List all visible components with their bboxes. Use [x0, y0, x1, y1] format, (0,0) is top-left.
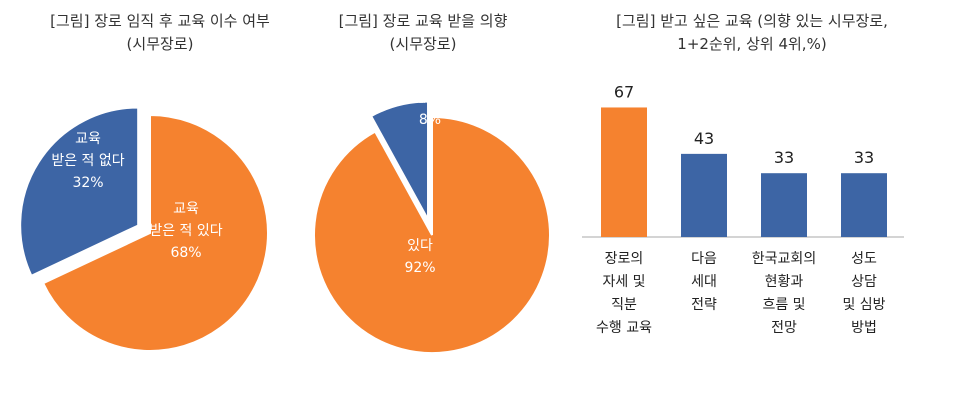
bar-3-category-label-1: 상담 [851, 274, 877, 290]
bar-2-category-label-2: 흐름 및 [762, 297, 805, 313]
pie1-slice-1 [19, 106, 140, 278]
bar-0-category-label-3: 수행 교육 [596, 320, 652, 336]
pie-chart-intention: 있다 92% 없다 8% [313, 90, 551, 354]
pie1-slice-1-label-2: 32% [72, 175, 103, 191]
pie1-slice-0 [41, 113, 269, 352]
bar-0 [601, 107, 647, 237]
bar-3-category-label-2: 및 심방 [842, 297, 885, 313]
pie1-title: [그림] 장로 임직 후 교육 이수 여부 (시무장로) [50, 12, 270, 53]
pie2-slice-0-label-0: 있다 [407, 238, 433, 254]
pie1-slice-0-label-2: 68% [170, 245, 201, 261]
bar-1-category-label-2: 전략 [691, 297, 717, 313]
bar-1-category-label-1: 세대 [691, 274, 717, 290]
bar-title: [그림] 받고 싶은 교육 (의향 있는 시무장로, 1+2순위, 상위 4위,… [616, 12, 888, 53]
bar-2-category-label-0: 한국교회의 [752, 251, 816, 267]
bar-1-category-label-0: 다음 [691, 251, 717, 267]
bar-3 [841, 173, 887, 237]
pie1-slice-0-label-0: 교육 [173, 201, 199, 217]
bar-3-value-label: 33 [854, 148, 874, 167]
bar-1-value-label: 43 [694, 129, 714, 148]
bar-2-value-label: 33 [774, 148, 794, 167]
pie2-slice-1 [369, 100, 430, 220]
pie1-slice-1-label-1: 받은 적 없다 [51, 153, 124, 169]
pie2-slice-0-label-1: 92% [404, 260, 435, 276]
pie1-slice-0-label-1: 받은 적 있다 [149, 223, 222, 239]
pie1-slice-1-label-0: 교육 [75, 131, 101, 147]
pie2-slice-1-label-0: 없다 [417, 90, 443, 106]
bar-0-category-label-1: 자세 및 [602, 274, 645, 290]
bar-2-category-label-1: 현황과 [765, 274, 804, 290]
bar-1 [681, 153, 727, 237]
bar-3-category-label-3: 방법 [851, 320, 877, 336]
bar-0-category-label-0: 장로의 [605, 251, 644, 267]
pie2-title: [그림] 장로 교육 받을 의향 (시무장로) [338, 12, 508, 53]
pie2-slice-0 [313, 115, 551, 354]
bar-2-category-label-3: 전망 [771, 320, 797, 336]
pie2-slice-1-label-1: 8% [419, 112, 441, 128]
bar-2 [761, 173, 807, 237]
bar-0-value-label: 67 [614, 82, 634, 101]
bar-3-category-label-0: 성도 [851, 251, 877, 267]
bar-0-category-label-2: 직분 [611, 297, 637, 313]
